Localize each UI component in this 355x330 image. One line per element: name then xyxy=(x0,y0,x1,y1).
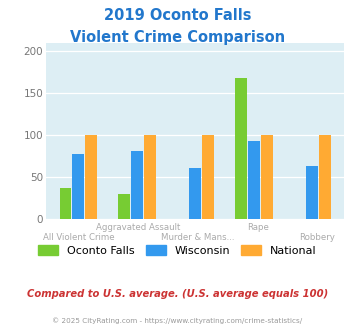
Text: Aggravated Assault: Aggravated Assault xyxy=(97,223,181,232)
Bar xyxy=(85,135,97,219)
Text: © 2025 CityRating.com - https://www.cityrating.com/crime-statistics/: © 2025 CityRating.com - https://www.city… xyxy=(53,317,302,324)
Bar xyxy=(131,151,143,219)
Bar xyxy=(261,135,273,219)
Bar xyxy=(202,135,214,219)
Bar xyxy=(118,194,130,219)
Bar xyxy=(189,168,201,219)
Bar xyxy=(72,154,84,219)
Text: Violent Crime Comparison: Violent Crime Comparison xyxy=(70,30,285,45)
Bar xyxy=(144,135,155,219)
Text: Rape: Rape xyxy=(247,223,269,232)
Bar xyxy=(235,78,247,219)
Bar xyxy=(60,187,71,219)
Text: 2019 Oconto Falls: 2019 Oconto Falls xyxy=(104,8,251,23)
Text: All Violent Crime: All Violent Crime xyxy=(43,233,115,242)
Text: Compared to U.S. average. (U.S. average equals 100): Compared to U.S. average. (U.S. average … xyxy=(27,289,328,299)
Bar xyxy=(319,135,331,219)
Text: Robbery: Robbery xyxy=(300,233,335,242)
Legend: Oconto Falls, Wisconsin, National: Oconto Falls, Wisconsin, National xyxy=(34,241,321,260)
Bar xyxy=(248,141,260,219)
Text: Murder & Mans...: Murder & Mans... xyxy=(162,233,235,242)
Bar xyxy=(306,166,318,219)
